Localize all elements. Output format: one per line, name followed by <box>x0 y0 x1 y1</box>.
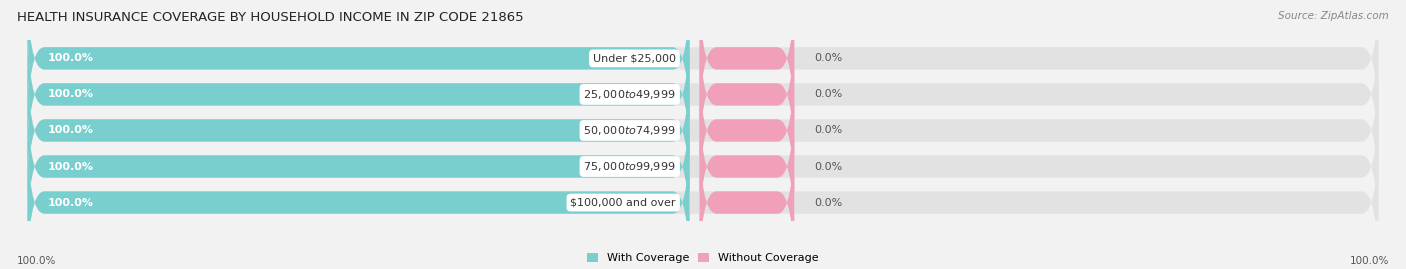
Legend: With Coverage, Without Coverage: With Coverage, Without Coverage <box>588 253 818 263</box>
Text: $100,000 and over: $100,000 and over <box>571 197 676 208</box>
FancyBboxPatch shape <box>700 124 794 269</box>
Text: 100.0%: 100.0% <box>48 161 94 172</box>
Text: 100.0%: 100.0% <box>48 89 94 100</box>
Text: 0.0%: 0.0% <box>814 197 842 208</box>
FancyBboxPatch shape <box>28 0 1378 137</box>
Text: 100.0%: 100.0% <box>48 197 94 208</box>
FancyBboxPatch shape <box>28 88 1378 245</box>
Text: $75,000 to $99,999: $75,000 to $99,999 <box>583 160 676 173</box>
Text: Under $25,000: Under $25,000 <box>593 53 676 63</box>
FancyBboxPatch shape <box>28 16 1378 173</box>
Text: 0.0%: 0.0% <box>814 53 842 63</box>
FancyBboxPatch shape <box>700 88 794 245</box>
Text: HEALTH INSURANCE COVERAGE BY HOUSEHOLD INCOME IN ZIP CODE 21865: HEALTH INSURANCE COVERAGE BY HOUSEHOLD I… <box>17 11 523 24</box>
Text: 100.0%: 100.0% <box>1350 256 1389 266</box>
FancyBboxPatch shape <box>28 88 689 245</box>
FancyBboxPatch shape <box>700 16 794 173</box>
Text: 0.0%: 0.0% <box>814 161 842 172</box>
Text: 100.0%: 100.0% <box>17 256 56 266</box>
Text: 100.0%: 100.0% <box>48 125 94 136</box>
Text: $25,000 to $49,999: $25,000 to $49,999 <box>583 88 676 101</box>
FancyBboxPatch shape <box>28 16 689 173</box>
Text: 100.0%: 100.0% <box>48 53 94 63</box>
FancyBboxPatch shape <box>28 124 689 269</box>
FancyBboxPatch shape <box>700 0 794 137</box>
FancyBboxPatch shape <box>28 124 1378 269</box>
Text: 0.0%: 0.0% <box>814 125 842 136</box>
FancyBboxPatch shape <box>28 52 689 209</box>
FancyBboxPatch shape <box>28 0 689 137</box>
FancyBboxPatch shape <box>28 52 1378 209</box>
Text: Source: ZipAtlas.com: Source: ZipAtlas.com <box>1278 11 1389 21</box>
Text: $50,000 to $74,999: $50,000 to $74,999 <box>583 124 676 137</box>
FancyBboxPatch shape <box>700 52 794 209</box>
Text: 0.0%: 0.0% <box>814 89 842 100</box>
